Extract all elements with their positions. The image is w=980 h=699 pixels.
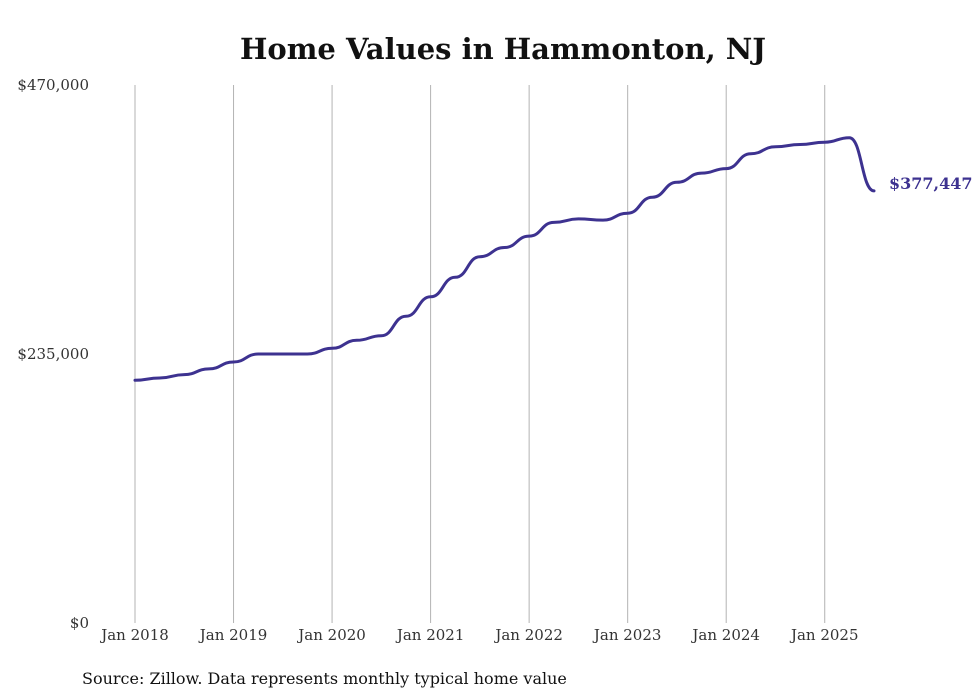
end-value-label: $377,447 [889,174,973,193]
x-axis-ticks: Jan 2018 Jan 2019 Jan 2020 Jan 2021 Jan 2022… [99,626,858,644]
y-tick-label: $235,000 [17,345,89,363]
series-layer [133,136,876,382]
y-tick-label: $470,000 [17,76,89,94]
x-tick-label: Jan 2021 [395,626,465,644]
x-tick-label: Jan 2024 [690,626,760,644]
series-line [133,136,876,382]
x-tick-label: Jan 2022 [493,626,563,644]
x-tick-label: Jan 2025 [789,626,859,644]
grid-layer [134,85,826,623]
x-tick-label: Jan 2020 [296,626,366,644]
x-tick-label: Jan 2023 [592,626,662,644]
x-tick-label: Jan 2018 [99,626,169,644]
chart-title: Home Values in Hammonton, NJ [240,32,766,66]
source-note: Source: Zillow. Data represents monthly … [82,669,567,688]
x-tick-label: Jan 2019 [198,626,268,644]
y-tick-label: $0 [70,614,89,632]
y-axis-ticks: $0 $235,000 $470,000 [17,76,89,632]
